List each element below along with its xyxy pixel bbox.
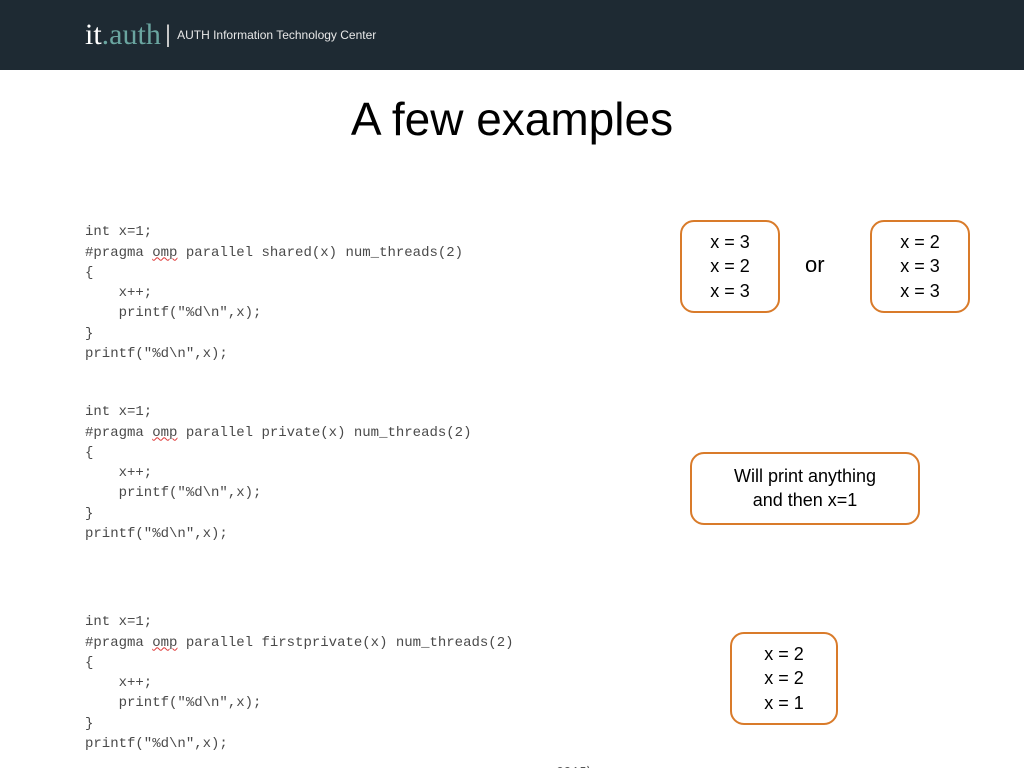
code-line: int x=1; bbox=[85, 404, 152, 420]
code-keyword-omp: omp bbox=[152, 425, 177, 441]
output-box-shared-a: x = 3 x = 2 x = 3 bbox=[680, 220, 780, 313]
code-line: { bbox=[85, 265, 93, 281]
output-line: x = 3 bbox=[700, 279, 760, 303]
header-bar: it.auth | AUTH Information Technology Ce… bbox=[0, 0, 1024, 70]
code-block-private: int x=1; #pragma omp parallel private(x)… bbox=[85, 382, 472, 544]
code-line: printf("%d\n",x); bbox=[85, 305, 261, 321]
output-line: x = 2 bbox=[750, 642, 818, 666]
output-line: x = 2 bbox=[750, 666, 818, 690]
code-line: printf("%d\n",x); bbox=[85, 736, 228, 752]
code-line: printf("%d\n",x); bbox=[85, 346, 228, 362]
slide-body: A few examples int x=1; #pragma omp para… bbox=[0, 92, 1024, 768]
code-line: } bbox=[85, 716, 93, 732]
code-keyword-omp: omp bbox=[152, 245, 177, 261]
logo-auth: auth bbox=[109, 18, 161, 52]
code-line: #pragma bbox=[85, 635, 152, 651]
code-line: parallel private(x) num_threads(2) bbox=[177, 425, 471, 441]
or-label: or bbox=[805, 252, 825, 278]
code-line: x++; bbox=[85, 465, 152, 481]
logo-it: it bbox=[85, 18, 102, 52]
code-line: x++; bbox=[85, 285, 152, 301]
code-line: printf("%d\n",x); bbox=[85, 485, 261, 501]
output-line: x = 3 bbox=[700, 230, 760, 254]
code-line: { bbox=[85, 655, 93, 671]
code-line: parallel firstprivate(x) num_threads(2) bbox=[177, 635, 513, 651]
slide-title: A few examples bbox=[0, 92, 1024, 146]
output-box-shared-b: x = 2 x = 3 x = 3 bbox=[870, 220, 970, 313]
output-box-firstprivate: x = 2 x = 2 x = 1 bbox=[730, 632, 838, 725]
code-line: x++; bbox=[85, 675, 152, 691]
logo-divider: | bbox=[165, 21, 171, 49]
output-line: x = 2 bbox=[700, 254, 760, 278]
code-line: #pragma bbox=[85, 425, 152, 441]
code-keyword-omp: omp bbox=[152, 635, 177, 651]
logo-dot: . bbox=[102, 18, 110, 52]
code-line: #pragma bbox=[85, 245, 152, 261]
output-line: x = 3 bbox=[890, 254, 950, 278]
output-line: x = 1 bbox=[750, 691, 818, 715]
code-line: printf("%d\n",x); bbox=[85, 695, 261, 711]
output-box-private: Will print anything and then x=1 bbox=[690, 452, 920, 525]
code-line: int x=1; bbox=[85, 614, 152, 630]
output-line: x = 2 bbox=[890, 230, 950, 254]
footer-fragment: er 2015) bbox=[540, 764, 591, 768]
output-line: Will print anything bbox=[708, 464, 902, 488]
code-line: parallel shared(x) num_threads(2) bbox=[177, 245, 463, 261]
code-block-firstprivate: int x=1; #pragma omp parallel firstpriva… bbox=[85, 592, 514, 754]
code-line: } bbox=[85, 326, 93, 342]
code-line: } bbox=[85, 506, 93, 522]
code-line: printf("%d\n",x); bbox=[85, 526, 228, 542]
code-line: int x=1; bbox=[85, 224, 152, 240]
code-block-shared: int x=1; #pragma omp parallel shared(x) … bbox=[85, 202, 463, 364]
output-line: x = 3 bbox=[890, 279, 950, 303]
output-line: and then x=1 bbox=[708, 488, 902, 512]
logo-subtitle: AUTH Information Technology Center bbox=[177, 28, 376, 42]
code-line: { bbox=[85, 445, 93, 461]
